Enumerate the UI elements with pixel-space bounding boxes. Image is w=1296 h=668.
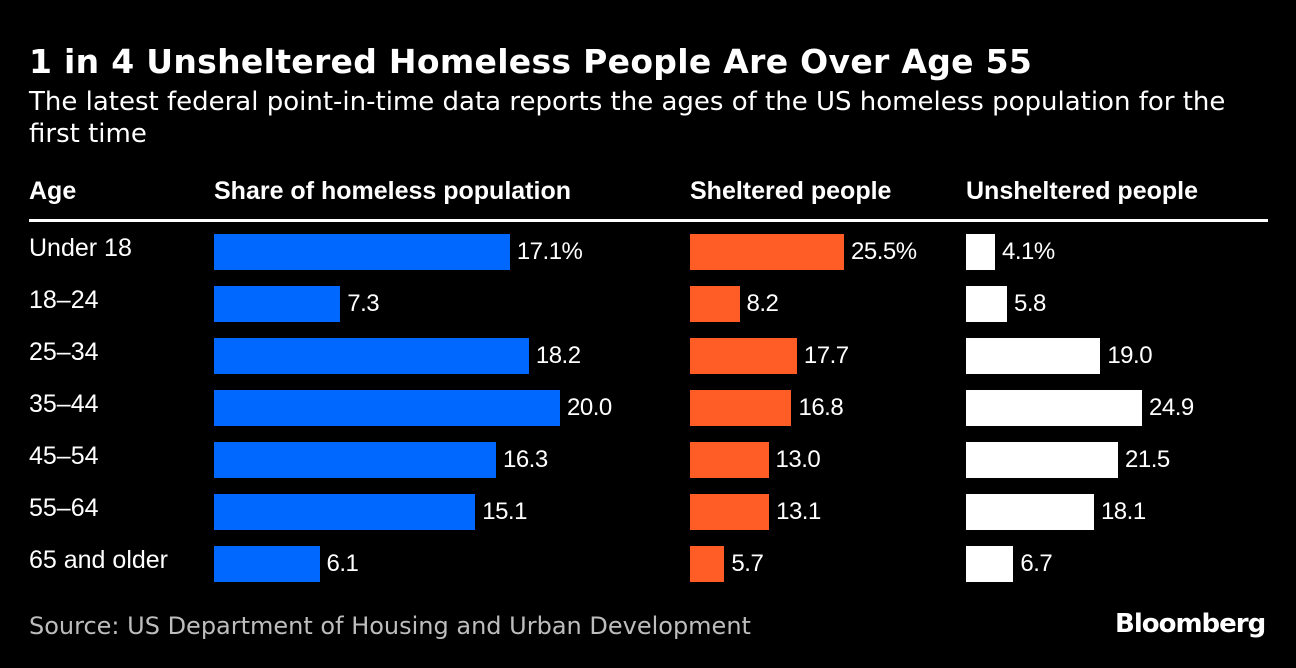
- share-value-label: 6.1: [326, 550, 359, 577]
- row-label: 18–24: [29, 286, 99, 314]
- unsheltered-value-label: 6.7: [1020, 550, 1053, 577]
- age-column-header: Age: [29, 177, 77, 205]
- unsheltered-bar: [966, 390, 1143, 426]
- row-label: 45–54: [29, 442, 99, 470]
- sheltered-value-label: 16.8: [798, 394, 844, 421]
- share-bar: [214, 546, 320, 582]
- source-note: Source: US Department of Housing and Urb…: [29, 612, 751, 640]
- unsheltered-value-label: 24.9: [1149, 394, 1194, 421]
- share-value-label: 7.3: [347, 290, 380, 317]
- share-bar: [214, 338, 529, 374]
- unsheltered-bar: [966, 442, 1118, 478]
- sheltered-value-label: 13.1: [776, 498, 821, 525]
- share-column-header: Share of homeless population: [214, 177, 571, 205]
- unsheltered-value-label: 4.1%: [1001, 238, 1055, 265]
- share-bar: [214, 442, 496, 478]
- unsheltered-value-label: 19.0: [1107, 342, 1153, 369]
- sheltered-bar: [690, 442, 769, 478]
- unsheltered-value-label: 5.8: [1014, 290, 1046, 317]
- row-label: 65 and older: [29, 546, 169, 574]
- sheltered-bar: [690, 390, 792, 426]
- share-value-label: 16.3: [502, 446, 548, 473]
- share-value-label: 20.0: [567, 394, 612, 421]
- unsheltered-bar: [966, 234, 995, 270]
- row-label: 35–44: [29, 390, 99, 418]
- unsheltered-column-header: Unsheltered people: [966, 177, 1198, 205]
- chart-subtitle: The latest federal point-in-time data re…: [29, 87, 1226, 149]
- share-bar: [214, 234, 510, 270]
- unsheltered-bar: [966, 338, 1101, 374]
- unsheltered-bar: [966, 286, 1007, 322]
- share-bar: [214, 494, 476, 530]
- sheltered-value-label: 13.0: [775, 446, 821, 473]
- sheltered-value-label: 8.2: [746, 290, 779, 317]
- sheltered-bar: [690, 546, 725, 582]
- share-value-label: 15.1: [482, 498, 527, 525]
- sheltered-value-label: 25.5%: [851, 238, 917, 265]
- row-label: 55–64: [29, 494, 99, 522]
- share-bar: [214, 390, 560, 426]
- sheltered-value-label: 5.7: [731, 550, 764, 577]
- unsheltered-value-label: 21.5: [1125, 446, 1170, 473]
- unsheltered-bar: [966, 546, 1014, 582]
- sheltered-bar: [690, 338, 797, 374]
- share-value-label: 18.2: [535, 342, 581, 369]
- share-bar: [214, 286, 341, 322]
- unsheltered-value-label: 18.1: [1100, 498, 1146, 525]
- row-label: 25–34: [29, 338, 99, 366]
- header-rule: [29, 219, 1268, 222]
- unsheltered-bar: [966, 494, 1094, 530]
- bloomberg-logo: Bloomberg: [1115, 609, 1266, 639]
- sheltered-bar: [690, 286, 740, 322]
- sheltered-column-header: Sheltered people: [690, 177, 892, 205]
- sheltered-bar: [690, 494, 770, 530]
- share-value-label: 17.1%: [516, 238, 583, 265]
- chart-title: 1 in 4 Unsheltered Homeless People Are O…: [29, 42, 1033, 81]
- sheltered-value-label: 17.7: [803, 342, 849, 369]
- sheltered-bar: [690, 234, 845, 270]
- row-label: Under 18: [29, 234, 132, 262]
